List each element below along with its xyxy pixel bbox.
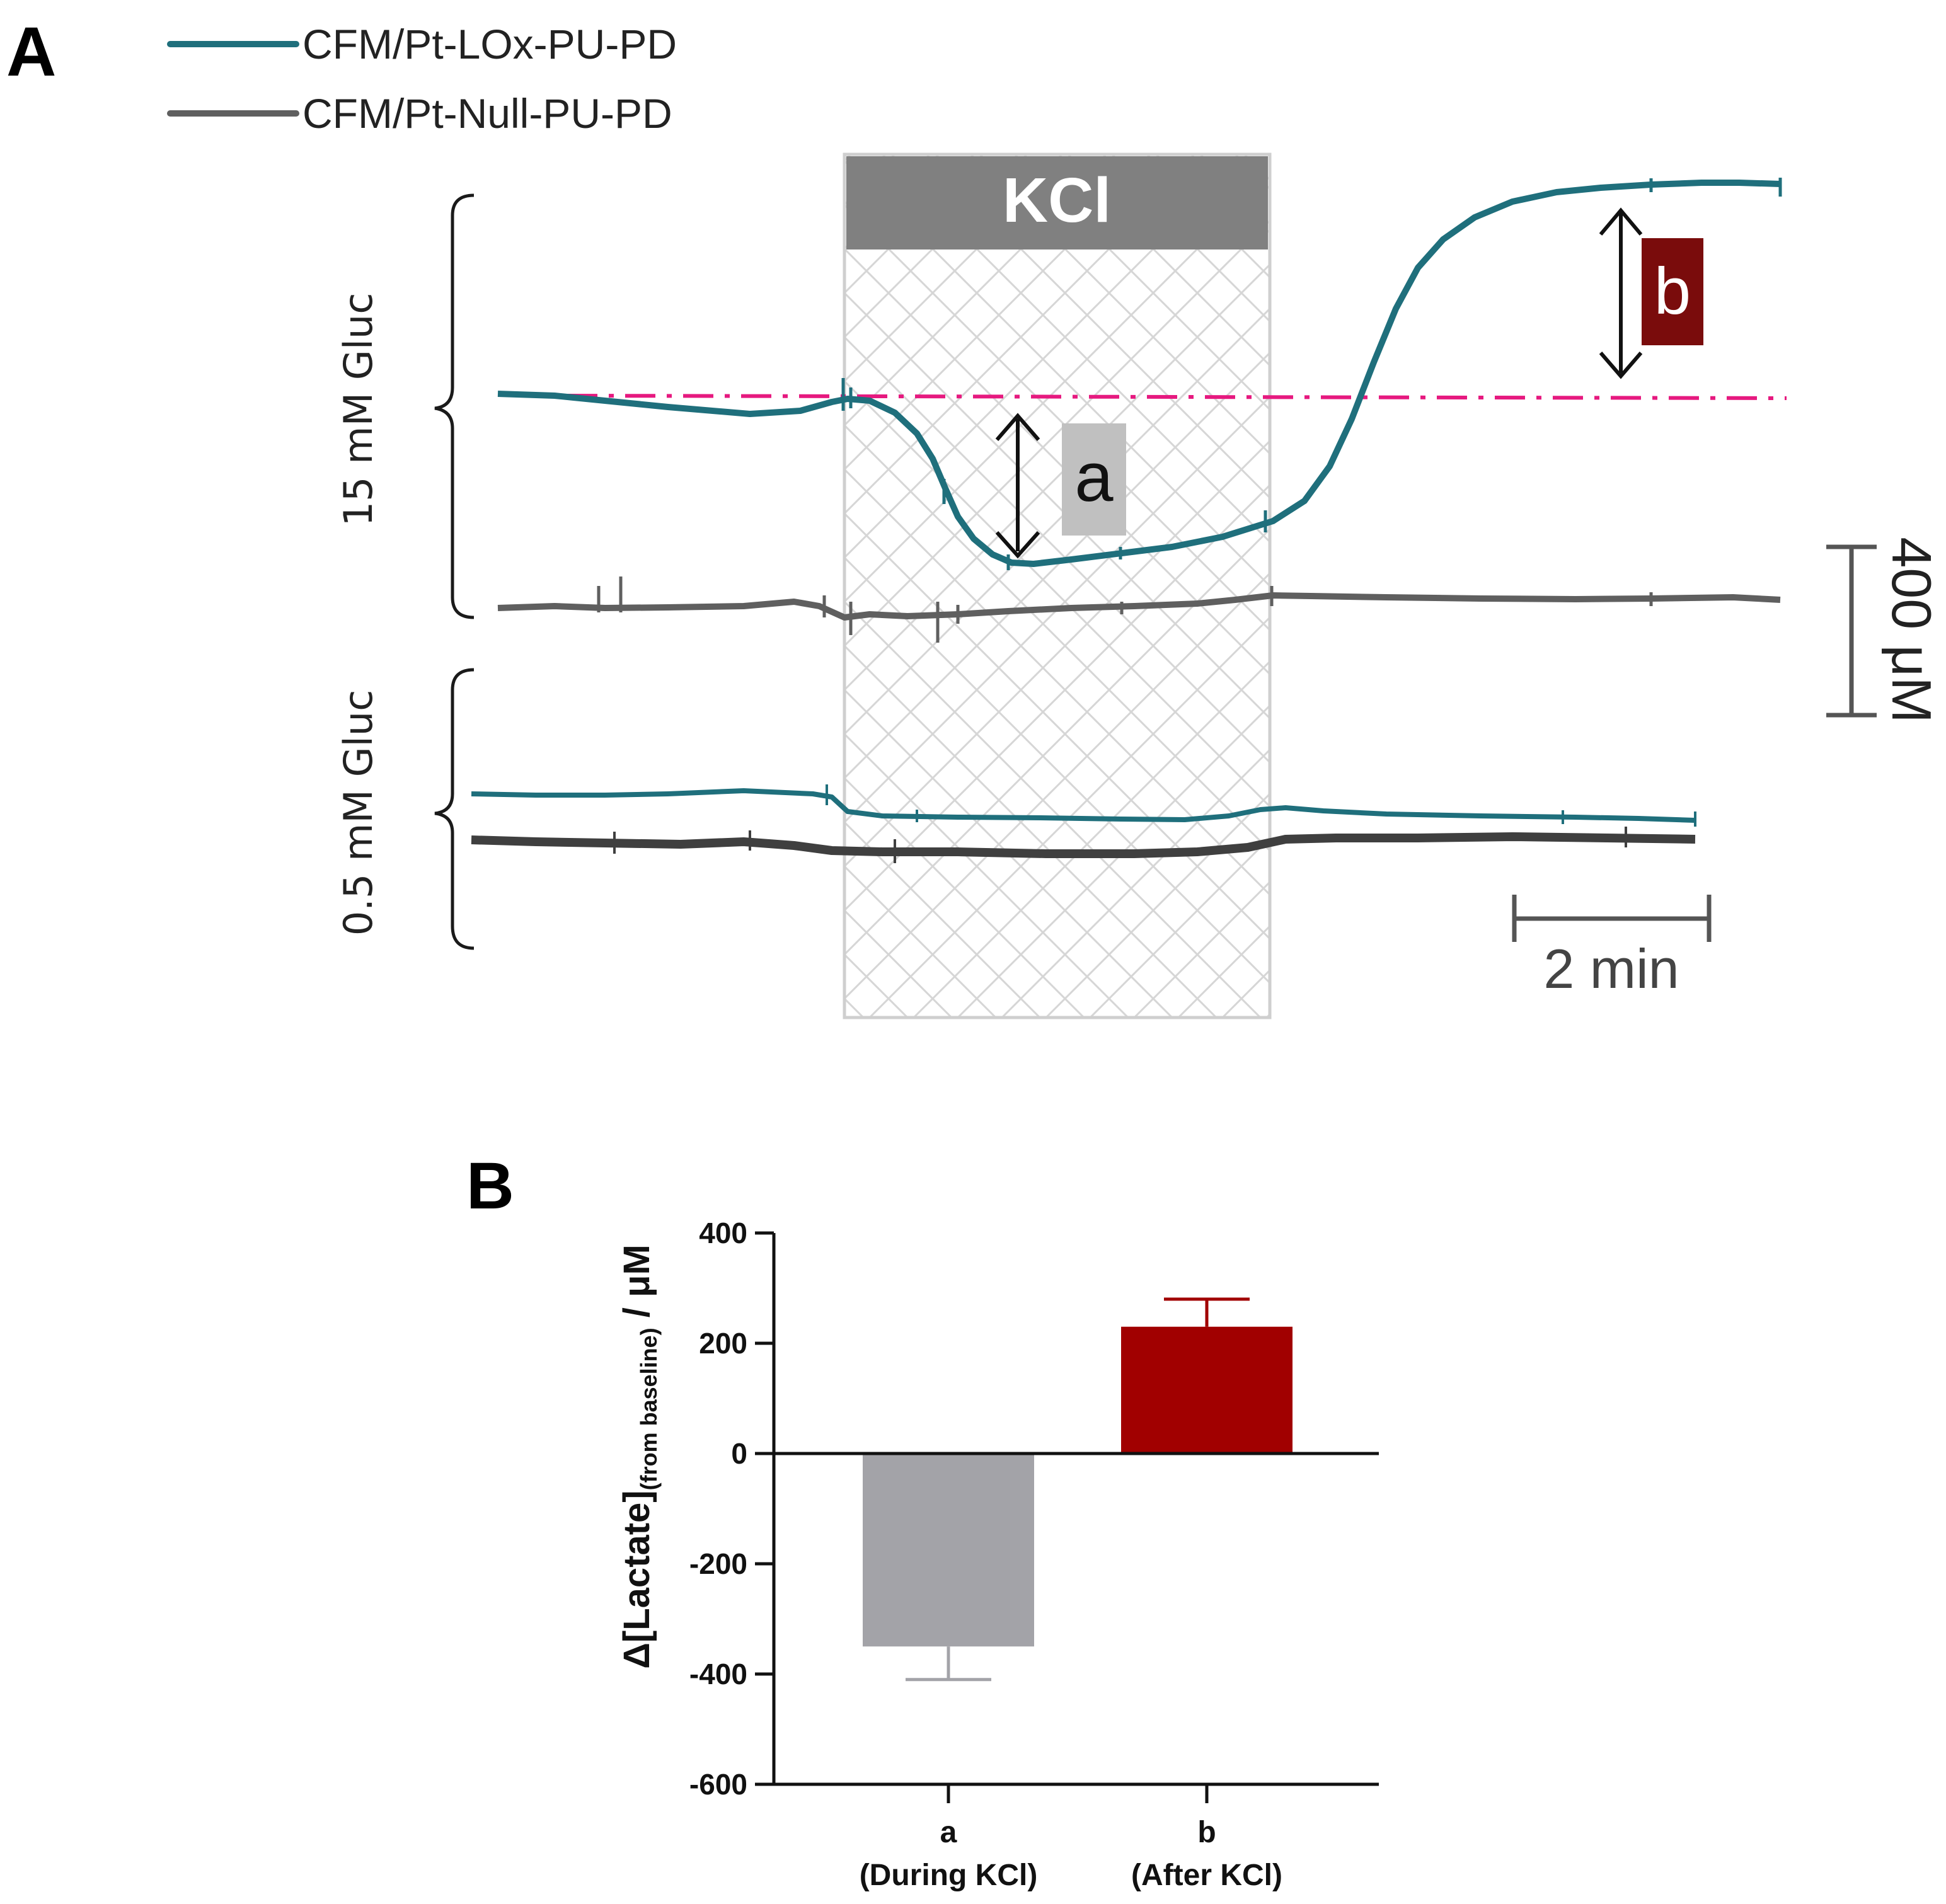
y-tick-label-2: 0 <box>731 1437 747 1470</box>
null-15mm-spikes <box>597 576 1653 643</box>
trace-null-15mm <box>497 592 1781 621</box>
kcl-header <box>846 156 1268 249</box>
y-axis-label-unit: / μM <box>616 1244 657 1328</box>
x-tick-sublabel-b: (After KCl) <box>1131 1859 1282 1892</box>
y-tick-label-4: -400 <box>689 1658 747 1690</box>
lox-15mm-spikes <box>841 178 1782 570</box>
group-label-15mm: 15 mM Gluc <box>335 293 381 527</box>
baseline-reference-line <box>567 394 1787 400</box>
trace-null-05mm <box>471 832 1696 858</box>
group-label-05mm: 0.5 mM Gluc <box>335 690 381 936</box>
annotation-b: b <box>1599 207 1703 379</box>
scale-bar-concentration-label: 400 μM <box>1880 537 1943 723</box>
y-axis-label-main: Δ[Lactate] <box>616 1490 657 1668</box>
y-tick-label-5: -600 <box>689 1768 747 1801</box>
annotation-a-label: a <box>1074 439 1114 516</box>
scale-bar-time-label: 2 min <box>1543 938 1679 1000</box>
legend-label-null: CFM/Pt-Null-PU-PD <box>302 90 672 137</box>
kcl-hatched-area <box>843 152 1272 1019</box>
legend: CFM/Pt-LOx-PU-PD CFM/Pt-Null-PU-PD <box>167 21 677 137</box>
annotation-b-label: b <box>1654 255 1691 328</box>
bracket-15mm <box>434 193 475 619</box>
scale-bar-concentration <box>1826 544 1877 718</box>
annotation-a: a <box>995 413 1126 559</box>
lox-05mm-spikes <box>826 784 1696 827</box>
brackets <box>434 193 475 950</box>
y-axis-label: Δ[Lactate](from baseline) / μM <box>616 1244 662 1669</box>
trace-lox-15mm <box>497 180 1781 567</box>
x-tick-label-a: a <box>940 1816 957 1849</box>
bar-b <box>1121 1326 1293 1454</box>
bar-chart: 400 200 0 -200 -400 -600 a (During KCl) b (After … <box>689 1217 1379 1892</box>
x-tick-label-b: b <box>1197 1816 1216 1849</box>
y-tick-label-3: -200 <box>689 1547 747 1580</box>
bracket-05mm <box>434 668 475 950</box>
bar-a <box>863 1454 1034 1647</box>
trace-lox-05mm <box>471 788 1696 823</box>
y-axis-label-sub: (from baseline) <box>636 1328 662 1490</box>
panel-b: B Δ[Lactate](from baseline) / μM 400 200 0… <box>466 1149 1379 1892</box>
kcl-header-label: KCl <box>1003 165 1111 236</box>
legend-label-lox: CFM/Pt-LOx-PU-PD <box>302 21 677 67</box>
y-tick-label-1: 200 <box>699 1327 747 1360</box>
kcl-region: KCl <box>843 152 1272 1019</box>
x-tick-sublabel-a: (During KCl) <box>860 1859 1038 1892</box>
panel-b-label: B <box>466 1149 514 1223</box>
panel-a-label: A <box>6 13 56 91</box>
scale-bar-time <box>1512 895 1712 942</box>
null-05mm-spikes <box>613 827 1627 863</box>
y-tick-label-0: 400 <box>699 1217 747 1249</box>
annotation-b-box <box>1642 238 1703 345</box>
panel-a: A CFM/Pt-LOx-PU-PD CFM/Pt-Null-PU-PD KCl… <box>6 13 1943 1019</box>
annotation-a-box <box>1062 423 1126 536</box>
